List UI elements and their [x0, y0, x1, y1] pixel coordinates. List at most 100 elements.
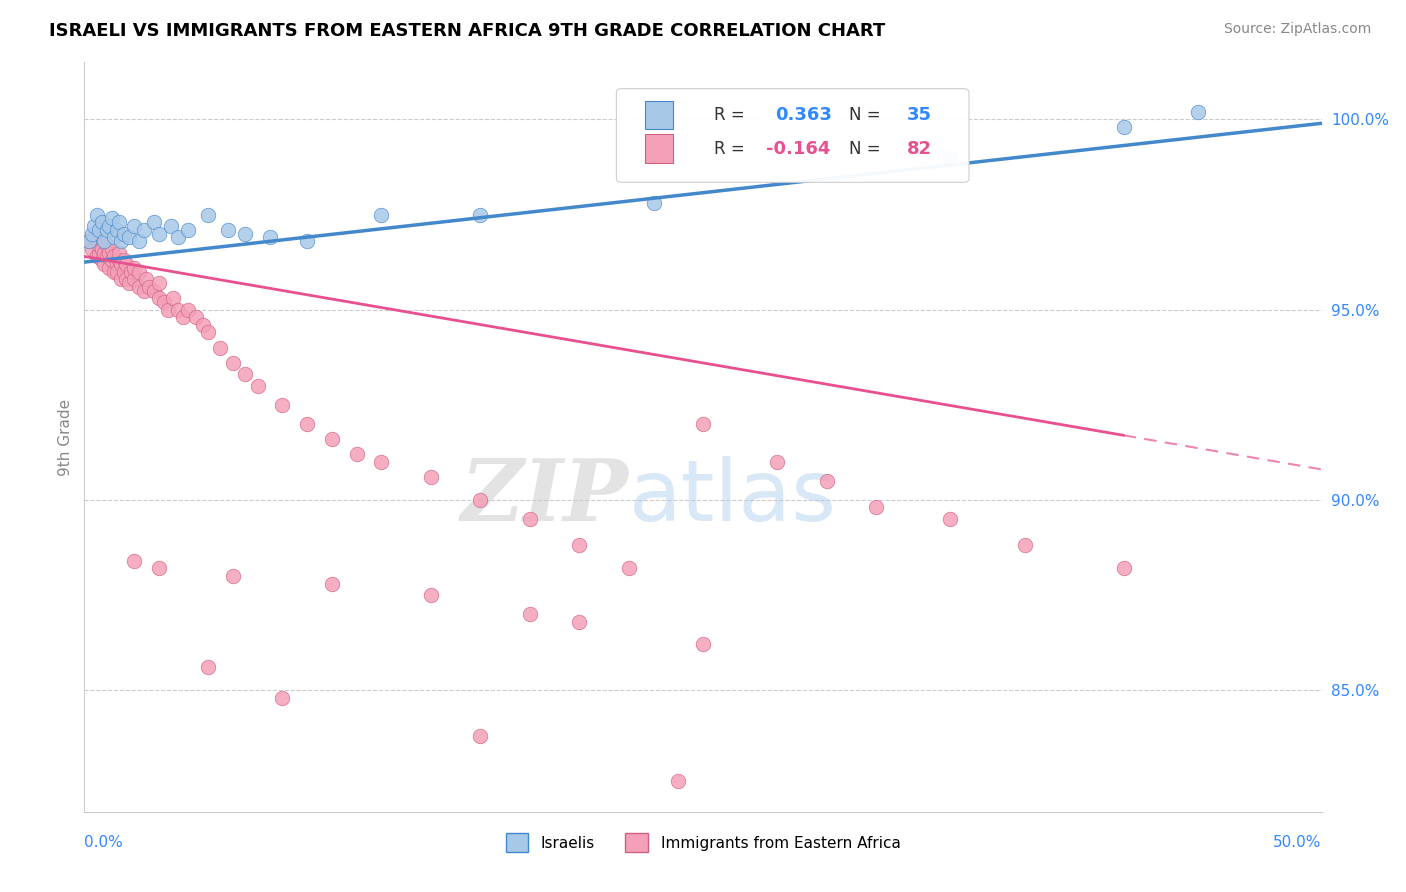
Point	[1014, 539, 1036, 553]
Point	[135, 272, 157, 286]
Point	[108, 245, 131, 260]
Point	[122, 554, 145, 568]
Point	[865, 500, 887, 515]
Point	[617, 561, 640, 575]
Text: 0.363: 0.363	[775, 106, 831, 124]
Point	[167, 230, 190, 244]
Point	[519, 607, 541, 621]
Point	[142, 215, 165, 229]
Point	[152, 295, 174, 310]
Point	[1187, 104, 1209, 119]
Point	[118, 276, 141, 290]
Point	[112, 265, 135, 279]
Point	[96, 223, 118, 237]
Point	[100, 211, 122, 226]
Point	[470, 492, 492, 507]
Legend: Israelis, Immigrants from Eastern Africa: Israelis, Immigrants from Eastern Africa	[499, 827, 907, 858]
Point	[177, 223, 200, 237]
Point	[271, 690, 294, 705]
Point	[115, 272, 138, 286]
Point	[86, 249, 108, 263]
Point	[346, 447, 368, 461]
Point	[93, 245, 115, 260]
Point	[222, 356, 245, 370]
Point	[128, 280, 150, 294]
Point	[83, 219, 105, 233]
Point	[132, 284, 155, 298]
Point	[167, 302, 190, 317]
Text: R =: R =	[714, 106, 751, 124]
Point	[79, 234, 101, 248]
Point	[519, 512, 541, 526]
Point	[89, 223, 111, 237]
Text: Source: ZipAtlas.com: Source: ZipAtlas.com	[1223, 22, 1371, 37]
Point	[177, 302, 200, 317]
Point	[120, 265, 142, 279]
Point	[1112, 561, 1135, 575]
Point	[160, 219, 183, 233]
Point	[90, 215, 112, 229]
Point	[1112, 120, 1135, 134]
Point	[162, 291, 184, 305]
Point	[108, 215, 131, 229]
Point	[197, 660, 219, 674]
Point	[110, 234, 132, 248]
Point	[122, 272, 145, 286]
Point	[105, 223, 128, 237]
Text: atlas: atlas	[628, 456, 837, 539]
Text: 35: 35	[907, 106, 932, 124]
Point	[370, 455, 392, 469]
Point	[148, 291, 170, 305]
Point	[692, 417, 714, 431]
Point	[96, 238, 118, 252]
Point	[470, 729, 492, 743]
Point	[233, 368, 256, 382]
Point	[79, 234, 101, 248]
Text: 50.0%: 50.0%	[1274, 835, 1322, 849]
Point	[105, 257, 128, 271]
Point	[122, 219, 145, 233]
Text: N =: N =	[849, 140, 886, 158]
Point	[89, 238, 111, 252]
Point	[939, 512, 962, 526]
Point	[105, 265, 128, 279]
Point	[103, 249, 125, 263]
Point	[90, 253, 112, 268]
Point	[197, 208, 219, 222]
Bar	[645, 135, 673, 163]
Point	[128, 234, 150, 248]
Point	[568, 615, 591, 629]
Point	[118, 230, 141, 244]
Point	[191, 318, 214, 332]
Point	[217, 223, 239, 237]
Point	[233, 227, 256, 241]
Point	[197, 326, 219, 340]
Point	[98, 245, 121, 260]
Point	[93, 234, 115, 248]
Point	[321, 576, 343, 591]
Point	[132, 223, 155, 237]
Text: 0.0%: 0.0%	[84, 835, 124, 849]
Point	[470, 208, 492, 222]
Point	[86, 208, 108, 222]
Point	[370, 208, 392, 222]
Point	[172, 310, 194, 325]
Point	[321, 432, 343, 446]
Point	[148, 276, 170, 290]
Point	[157, 302, 180, 317]
Text: N =: N =	[849, 106, 886, 124]
Point	[112, 253, 135, 268]
Point	[148, 561, 170, 575]
Point	[142, 284, 165, 298]
Point	[148, 227, 170, 241]
Text: ZIP: ZIP	[461, 455, 628, 539]
Point	[90, 242, 112, 256]
Point	[83, 230, 105, 244]
Point	[692, 637, 714, 651]
Point	[939, 151, 962, 165]
Point	[80, 227, 103, 241]
Point	[209, 341, 232, 355]
Point	[115, 257, 138, 271]
Point	[110, 257, 132, 271]
Y-axis label: 9th Grade: 9th Grade	[58, 399, 73, 475]
